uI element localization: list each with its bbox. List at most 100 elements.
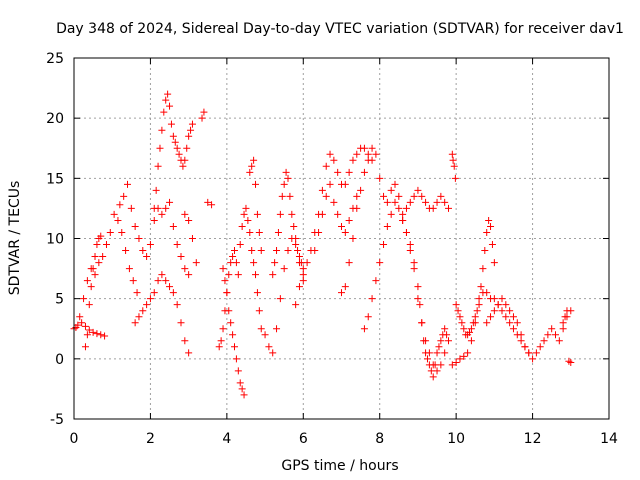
data-point xyxy=(471,319,479,327)
series-t17 xyxy=(448,150,498,339)
data-point xyxy=(450,162,458,170)
data-point xyxy=(506,319,514,327)
data-point xyxy=(427,367,435,375)
data-point xyxy=(513,319,521,327)
data-point xyxy=(410,259,418,267)
data-point xyxy=(452,301,460,309)
data-point xyxy=(395,192,403,200)
data-point xyxy=(380,192,388,200)
data-point xyxy=(483,289,491,297)
data-point xyxy=(437,192,445,200)
data-point xyxy=(152,186,160,194)
data-point xyxy=(225,271,233,279)
data-point xyxy=(158,271,166,279)
data-point xyxy=(185,216,193,224)
data-point xyxy=(448,150,456,158)
y-tick-label: 25 xyxy=(46,51,64,67)
data-point xyxy=(181,156,189,164)
data-point xyxy=(529,355,537,363)
data-point xyxy=(311,247,319,255)
data-point xyxy=(368,295,376,303)
data-point xyxy=(125,265,133,273)
data-point xyxy=(234,367,242,375)
data-point xyxy=(166,283,174,291)
data-point xyxy=(445,204,452,212)
data-point xyxy=(467,325,475,333)
data-point xyxy=(326,180,334,188)
data-point xyxy=(372,150,380,158)
data-point xyxy=(80,295,88,303)
data-point xyxy=(295,253,303,261)
data-point xyxy=(391,180,399,188)
data-point xyxy=(490,295,498,303)
data-point xyxy=(150,204,158,212)
data-point xyxy=(122,247,130,255)
data-point xyxy=(418,319,426,327)
data-point xyxy=(387,210,395,218)
data-point xyxy=(383,198,391,206)
data-point xyxy=(487,222,495,230)
y-tick-label: 15 xyxy=(46,171,64,187)
data-point xyxy=(487,313,495,321)
data-point xyxy=(183,144,191,152)
data-points xyxy=(70,90,575,399)
data-point xyxy=(466,328,474,336)
data-point xyxy=(87,283,95,291)
data-point xyxy=(208,201,216,209)
data-point xyxy=(464,349,472,357)
series-t13 xyxy=(311,180,361,255)
data-point xyxy=(435,343,443,351)
data-point xyxy=(173,301,181,309)
data-point xyxy=(162,277,170,285)
data-point xyxy=(284,174,292,182)
data-point xyxy=(387,186,395,194)
data-point xyxy=(101,332,109,340)
data-point xyxy=(460,352,468,360)
data-point xyxy=(116,201,124,209)
data-point xyxy=(219,325,227,333)
data-point xyxy=(517,331,525,339)
data-point xyxy=(173,241,181,249)
data-point xyxy=(410,265,418,273)
data-point xyxy=(437,337,445,345)
data-point xyxy=(248,162,256,170)
data-point xyxy=(169,132,177,140)
data-point xyxy=(502,313,510,321)
data-point xyxy=(338,289,345,297)
data-point xyxy=(349,235,357,242)
data-point xyxy=(364,313,372,321)
data-point xyxy=(353,150,361,158)
data-point xyxy=(494,301,502,309)
data-point xyxy=(416,301,424,309)
data-point xyxy=(150,216,158,224)
data-point xyxy=(154,277,162,285)
data-point xyxy=(223,289,231,297)
data-point xyxy=(488,241,496,249)
data-point xyxy=(236,379,244,387)
data-point xyxy=(185,349,193,357)
data-point xyxy=(565,357,573,365)
data-point xyxy=(357,186,365,194)
data-point xyxy=(188,120,196,128)
data-point xyxy=(540,337,548,345)
data-point xyxy=(406,198,414,206)
data-point xyxy=(257,247,265,255)
plot-frame xyxy=(73,57,610,420)
data-point xyxy=(456,355,464,363)
data-point xyxy=(498,295,506,303)
data-point xyxy=(173,144,181,152)
data-point xyxy=(536,343,544,351)
data-point xyxy=(276,210,284,218)
data-point xyxy=(475,295,483,303)
chart-title: Day 348 of 2024, Sidereal Day-to-day VTE… xyxy=(56,21,624,37)
data-point xyxy=(420,337,428,345)
data-point xyxy=(160,108,168,116)
series-t4 xyxy=(116,180,193,279)
data-point xyxy=(175,150,183,158)
data-point xyxy=(139,247,147,255)
data-point xyxy=(162,96,170,104)
data-point xyxy=(567,358,575,366)
data-point xyxy=(345,168,353,176)
data-point xyxy=(89,328,97,336)
